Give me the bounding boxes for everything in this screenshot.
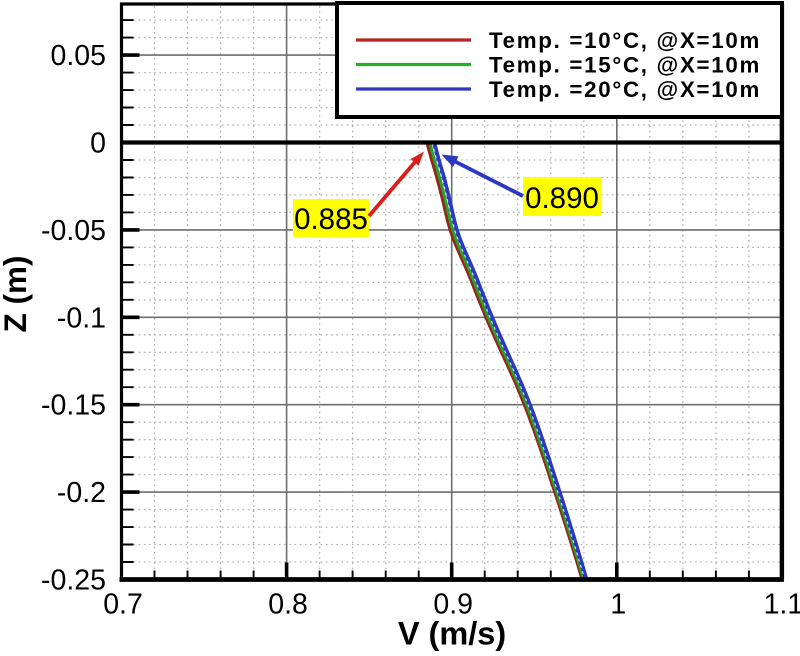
svg-text:0.7: 0.7 (103, 589, 143, 621)
svg-text:Temp. =15°C, @X=10m: Temp. =15°C, @X=10m (489, 53, 761, 78)
svg-text:Temp. =10°C, @X=10m: Temp. =10°C, @X=10m (489, 28, 761, 53)
svg-text:V (m/s): V (m/s) (398, 616, 506, 652)
svg-text:-0.05: -0.05 (41, 215, 106, 247)
svg-text:1.1: 1.1 (764, 589, 800, 621)
svg-text:Temp. =20°C, @X=10m: Temp. =20°C, @X=10m (489, 77, 761, 102)
svg-text:-0.15: -0.15 (41, 390, 106, 422)
svg-text:0.8: 0.8 (268, 589, 308, 621)
svg-text:-0.25: -0.25 (41, 565, 106, 597)
svg-text:0.885: 0.885 (294, 203, 368, 236)
svg-text:Z (m): Z (m) (0, 256, 33, 333)
svg-text:0.9: 0.9 (433, 589, 473, 621)
svg-text:-0.1: -0.1 (57, 302, 106, 334)
svg-text:1: 1 (610, 589, 626, 621)
svg-text:0: 0 (90, 128, 106, 160)
svg-text:0.05: 0.05 (51, 40, 106, 72)
svg-text:0.890: 0.890 (525, 182, 599, 215)
svg-text:-0.2: -0.2 (57, 477, 106, 509)
